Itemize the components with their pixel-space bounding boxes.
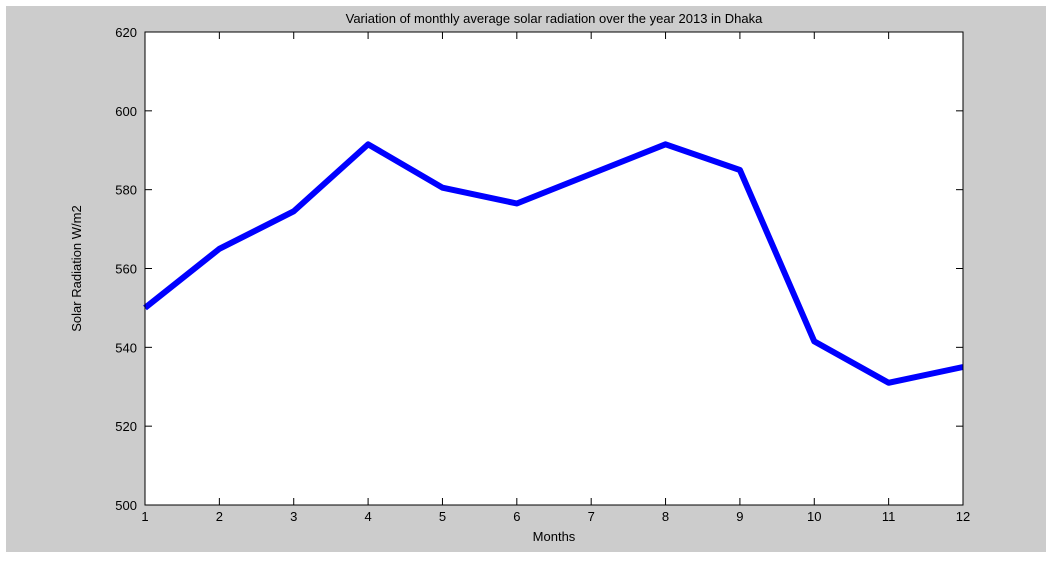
y-tick-label: 560: [115, 262, 137, 277]
y-tick-label: 520: [115, 419, 137, 434]
x-tick-label: 12: [956, 509, 970, 524]
y-tick-label: 600: [115, 104, 137, 119]
x-tick-label: 7: [588, 509, 595, 524]
x-axis-label: Months: [533, 529, 576, 544]
x-tick-label: 10: [807, 509, 821, 524]
x-tick-label: 8: [662, 509, 669, 524]
x-tick-label: 1: [141, 509, 148, 524]
chart-title: Variation of monthly average solar radia…: [346, 11, 763, 26]
y-tick-label: 540: [115, 340, 137, 355]
x-tick-label: 2: [216, 509, 223, 524]
x-tick-label: 9: [736, 509, 743, 524]
x-tick-label: 11: [882, 509, 896, 524]
plot-area: [145, 32, 963, 505]
y-axis-label: Solar Radiation W/m2: [69, 205, 84, 331]
x-tick-label: 6: [513, 509, 520, 524]
plot-frame: [144, 31, 964, 506]
y-tick-label: 620: [115, 25, 137, 40]
series-line-0: [143, 141, 964, 386]
y-tick-label: 580: [115, 183, 137, 198]
x-tick-label: 4: [364, 509, 371, 524]
figure-background: 1 2 3 4 5 6 7 8 9 10 11 12 500 520 540 560 580 600 620 Var…: [6, 6, 1046, 552]
x-tick-label: 5: [439, 509, 446, 524]
series-lines: [143, 141, 964, 386]
y-tick-label: 500: [115, 498, 137, 513]
x-tick-label: 3: [290, 509, 297, 524]
